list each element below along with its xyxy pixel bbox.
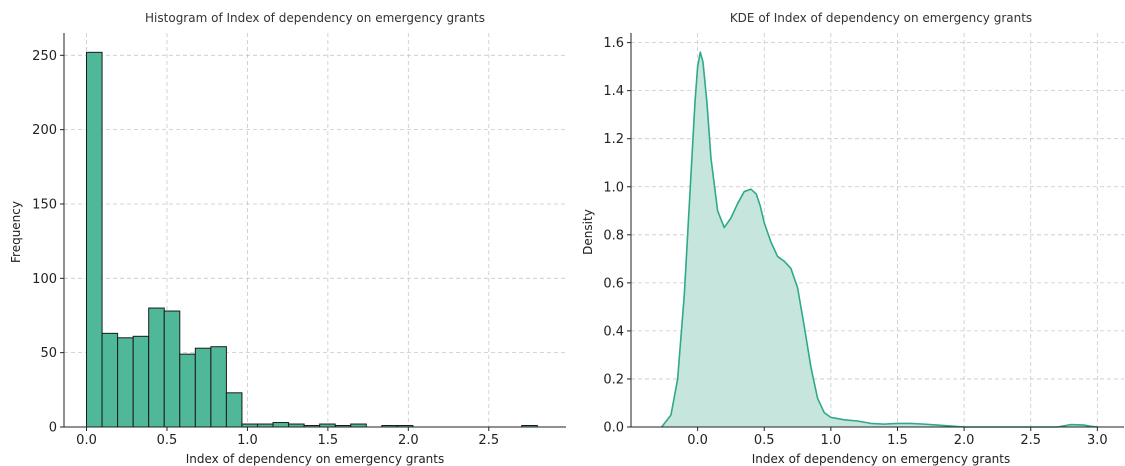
kde-x-tick-label: 2.0 xyxy=(954,433,975,448)
histogram-y-tick-label: 0 xyxy=(49,421,57,436)
histogram-y-tick-label: 150 xyxy=(32,197,57,212)
kde-y-tick-label: 0.6 xyxy=(603,276,624,291)
histogram-bar xyxy=(210,346,227,428)
histogram-x-tick-label: 2.5 xyxy=(478,433,499,448)
histogram-bar xyxy=(179,353,196,428)
kde-y-tick-label: 1.4 xyxy=(603,84,624,99)
histogram-bar xyxy=(132,335,150,428)
histogram-panel: Histogram of Index of dependency on emer… xyxy=(9,11,566,466)
histogram-y-tick-label: 250 xyxy=(32,49,57,64)
histogram-x-tick-label: 0.0 xyxy=(76,433,97,448)
kde-x-axis-label: Index of dependency on emergency grants xyxy=(752,452,1010,466)
histogram-bar xyxy=(86,51,103,428)
histogram-x-tick-label: 1.0 xyxy=(237,433,258,448)
kde-x-tick-label: 0.0 xyxy=(687,433,708,448)
kde-area-fill xyxy=(661,52,1098,427)
histogram-x-tick-label: 2.0 xyxy=(398,433,419,448)
histogram-y-axis-label: Frequency xyxy=(9,201,23,263)
histogram-y-tick-label: 200 xyxy=(32,123,57,138)
kde-x-tick-label: 0.5 xyxy=(754,433,775,448)
histogram-bar xyxy=(148,307,165,428)
histogram-bar xyxy=(272,422,290,428)
kde-x-tick-label: 3.0 xyxy=(1087,433,1108,448)
histogram-y-tick-label: 50 xyxy=(40,346,57,361)
kde-y-tick-label: 1.2 xyxy=(603,132,624,147)
kde-title: KDE of Index of dependency on emergency … xyxy=(730,11,1032,25)
histogram-bar xyxy=(101,332,119,428)
kde-y-tick-label: 0.2 xyxy=(603,372,624,387)
histogram-bars xyxy=(86,51,538,428)
histogram-title: Histogram of Index of dependency on emer… xyxy=(145,11,485,25)
kde-y-tick-label: 0.4 xyxy=(603,324,624,339)
kde-panel: KDE of Index of dependency on emergency … xyxy=(581,11,1124,466)
histogram-bar xyxy=(163,310,181,428)
histogram-bar xyxy=(194,347,212,428)
histogram-x-tick-label: 0.5 xyxy=(157,433,178,448)
kde-x-tick-label: 1.0 xyxy=(821,433,842,448)
histogram-axes: 0.0 0.5 1.0 1.5 2.0 2.5 0 50 100 150 200 250 xyxy=(32,33,566,448)
kde-y-axis-label: Density xyxy=(581,209,595,255)
kde-curve-layer xyxy=(661,51,1098,428)
kde-y-tick-label: 0.8 xyxy=(603,228,624,243)
kde-axes: 0.0 0.5 1.0 1.5 2.0 2.5 3.0 0.0 0.2 0.4 0.6 0.8 1.0 1… xyxy=(603,33,1124,448)
histogram-y-tick-label: 100 xyxy=(32,272,57,287)
kde-y-tick-label: 0.0 xyxy=(603,421,624,436)
kde-y-tick-label: 1.0 xyxy=(603,180,624,195)
histogram-bar xyxy=(117,337,134,428)
histogram-x-tick-label: 1.5 xyxy=(318,433,339,448)
kde-y-tick-label: 1.6 xyxy=(603,36,624,51)
histogram-x-axis-label: Index of dependency on emergency grants xyxy=(186,452,444,466)
kde-x-tick-label: 2.5 xyxy=(1020,433,1041,448)
kde-x-tick-label: 1.5 xyxy=(887,433,908,448)
histogram-bar xyxy=(225,392,243,428)
